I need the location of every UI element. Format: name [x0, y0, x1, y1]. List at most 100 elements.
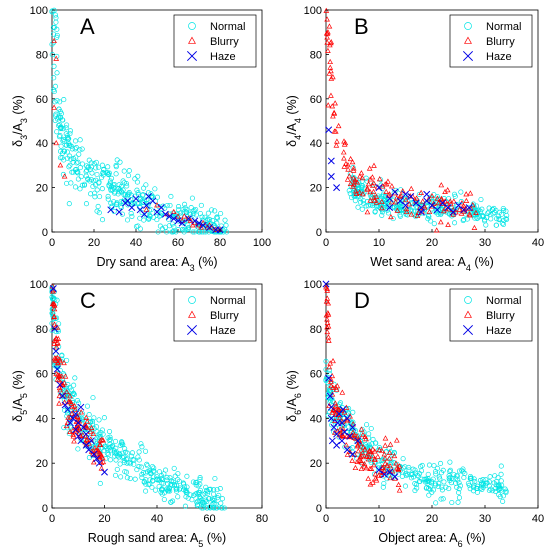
data-point [123, 180, 129, 187]
data-point [95, 459, 103, 467]
data-point [210, 218, 216, 224]
data-point [344, 176, 351, 182]
data-point [196, 491, 202, 497]
data-point [341, 428, 349, 436]
data-point [372, 456, 378, 462]
data-point [185, 215, 192, 221]
data-point [54, 376, 61, 382]
data-point [360, 198, 366, 204]
x-axis-label: Wet sand area: A4 (%) [370, 255, 494, 273]
data-point [324, 328, 331, 335]
data-point [170, 208, 177, 215]
data-point [161, 496, 167, 503]
x-tick-label: 20 [98, 513, 110, 525]
panel-letter: A [80, 14, 95, 39]
data-point [53, 15, 59, 21]
data-point [452, 220, 458, 226]
data-point [340, 149, 347, 155]
x-tick-label: 0 [49, 237, 55, 249]
data-point [139, 474, 145, 481]
data-point [460, 202, 467, 209]
data-point [488, 216, 494, 222]
data-point [57, 122, 63, 128]
data-point [346, 432, 354, 440]
x-tick-label: 80 [256, 513, 268, 525]
data-point [388, 199, 395, 205]
data-point [326, 70, 333, 76]
data-point [184, 473, 190, 479]
data-point [498, 463, 504, 469]
data-point [429, 198, 435, 205]
data-point [80, 423, 87, 431]
data-point [426, 492, 432, 498]
y-tick-label: 0 [316, 503, 322, 515]
data-point [364, 422, 370, 428]
data-point [370, 446, 376, 452]
data-point [108, 447, 114, 453]
data-point [63, 125, 69, 131]
data-point [447, 459, 453, 465]
legend-marker [188, 22, 196, 30]
data-point [122, 446, 128, 452]
data-point [385, 210, 391, 216]
data-point [323, 7, 330, 13]
data-point [101, 167, 107, 173]
data-point [154, 477, 160, 483]
data-point [184, 209, 190, 216]
data-point [341, 163, 348, 169]
data-point [391, 188, 399, 196]
data-point [350, 421, 356, 427]
data-point [459, 467, 465, 474]
data-point [107, 428, 113, 435]
data-point [347, 155, 354, 162]
data-point [352, 464, 359, 471]
data-point [159, 226, 165, 232]
data-point [117, 452, 123, 458]
data-point [329, 409, 335, 415]
data-point [323, 378, 329, 384]
data-point [119, 189, 125, 195]
data-point [185, 495, 191, 501]
data-point [393, 437, 400, 443]
data-point [358, 426, 365, 432]
data-point [211, 498, 217, 504]
data-point [470, 488, 477, 494]
data-point [152, 487, 159, 493]
data-point [59, 392, 66, 400]
data-point [134, 179, 140, 185]
data-point [108, 186, 114, 192]
data-point [442, 198, 449, 204]
data-point [145, 193, 153, 200]
data-point [446, 475, 452, 481]
data-point [54, 70, 60, 76]
data-point [75, 159, 81, 165]
data-point [143, 488, 149, 494]
data-point [409, 204, 415, 210]
data-point [99, 217, 106, 223]
x-tick-label: 100 [253, 237, 271, 249]
data-point [366, 448, 373, 454]
data-point [72, 405, 78, 411]
y-tick-label: 60 [36, 369, 48, 381]
data-point [495, 475, 501, 481]
x-tick-label: 40 [532, 513, 544, 525]
data-point [145, 469, 151, 475]
data-point [65, 414, 72, 420]
data-point [121, 168, 127, 174]
data-point [406, 464, 412, 471]
data-point [339, 389, 346, 395]
data-point [175, 476, 181, 483]
data-point [61, 401, 69, 409]
data-point [325, 337, 332, 343]
data-point [477, 208, 484, 214]
data-point [394, 206, 400, 212]
data-point [352, 179, 358, 185]
data-point [73, 166, 79, 172]
data-point [334, 419, 342, 427]
data-point [449, 499, 455, 506]
data-point [66, 164, 72, 170]
data-point [53, 370, 60, 376]
data-point [74, 160, 80, 166]
data-point [141, 478, 147, 485]
data-point [56, 321, 62, 327]
